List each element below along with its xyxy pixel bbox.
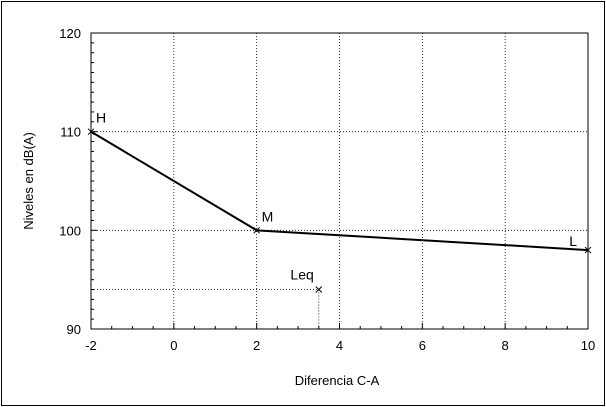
point-marker: [253, 226, 261, 234]
annotation-layer: Leq: [91, 267, 323, 329]
x-tick-label: 4: [336, 338, 343, 353]
x-tick-label: 8: [502, 338, 509, 353]
point-marker: [584, 246, 592, 254]
y-axis-label: Niveles en dB(A): [21, 132, 36, 230]
x-tick-label: -2: [85, 338, 97, 353]
y-tick-label: 110: [60, 125, 81, 140]
x-tick-label: 2: [253, 338, 260, 353]
series-layer: H M L: [87, 110, 592, 254]
y-tick-label: 100: [59, 223, 81, 238]
ticks-layer: -2 0 2 4 6 8 10 90 100 110 120: [59, 26, 595, 353]
x-tick-label: 10: [581, 338, 595, 353]
y-tick-label: 90: [67, 322, 81, 337]
point-label-l: L: [569, 233, 577, 249]
x-tick-label: 6: [419, 338, 426, 353]
x-axis-label: Diferencia C-A: [295, 373, 380, 388]
point-label-m: M: [262, 208, 274, 224]
point-marker: [87, 128, 95, 136]
leq-marker: [315, 286, 323, 293]
x-tick-label: 0: [170, 338, 177, 353]
point-label-h: H: [96, 110, 106, 126]
leq-label: Leq: [290, 267, 313, 283]
y-tick-label: 120: [59, 26, 81, 41]
